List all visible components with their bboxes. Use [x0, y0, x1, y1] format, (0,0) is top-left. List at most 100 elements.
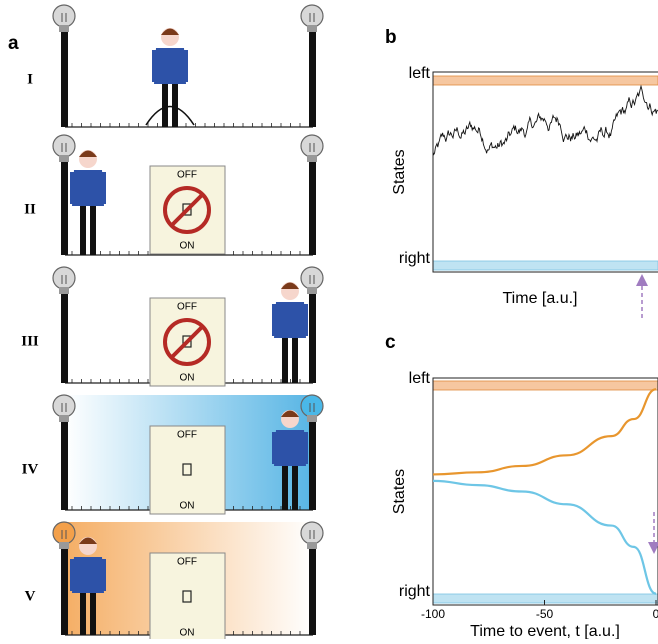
- pole: [61, 545, 68, 635]
- lamp-filament: [309, 13, 315, 22]
- lamp-base: [307, 25, 317, 32]
- lamp-base: [59, 287, 69, 294]
- arm: [272, 304, 278, 336]
- arm: [272, 432, 278, 464]
- row-label: IV: [22, 461, 39, 477]
- torso: [274, 302, 306, 338]
- lamp-filament: [61, 143, 67, 152]
- leg: [90, 203, 96, 255]
- leg: [282, 463, 288, 510]
- lamp-base: [59, 155, 69, 162]
- torso: [72, 557, 104, 593]
- y-tick-label: left: [409, 65, 431, 82]
- lamp-filament: [309, 275, 315, 284]
- lamp-bulb: [300, 134, 324, 158]
- x-axis-title: Time to event, t [a.u.]: [470, 623, 620, 639]
- switch-label: ON: [180, 373, 195, 384]
- left-band: [432, 75, 658, 86]
- leg: [292, 463, 298, 510]
- torso: [274, 430, 306, 466]
- arm: [70, 172, 76, 204]
- forbidden-bar: [170, 325, 204, 359]
- pole: [309, 28, 316, 127]
- arm: [302, 432, 308, 464]
- arm: [182, 50, 188, 82]
- right-band: [432, 260, 658, 271]
- lamp-base: [307, 415, 317, 422]
- switch-label: OFF: [177, 302, 197, 313]
- move-arrows: [145, 105, 195, 126]
- row-label: V: [25, 588, 36, 604]
- lamp-base: [59, 542, 69, 549]
- pole: [309, 418, 316, 510]
- panel-label: c: [385, 332, 396, 353]
- sample-trace: [432, 84, 658, 156]
- series-line: [432, 479, 657, 595]
- lamp-bulb: [300, 521, 324, 545]
- pole: [61, 158, 68, 255]
- lamp-base: [59, 25, 69, 32]
- x-tick-label: -100: [421, 607, 445, 621]
- switch-toggle: [182, 463, 192, 476]
- hair: [161, 28, 179, 35]
- lamp-bulb: [300, 4, 324, 28]
- y-axis-title: States: [391, 149, 408, 194]
- lamp-base: [307, 542, 317, 549]
- leg: [90, 590, 96, 635]
- lamp-filament: [309, 530, 315, 539]
- x-tick-label: 0: [653, 607, 658, 621]
- torso: [72, 170, 104, 206]
- y-tick-label: left: [409, 370, 431, 387]
- left-band: [432, 380, 658, 391]
- pole: [309, 545, 316, 635]
- lamp-bulb: [52, 394, 76, 418]
- pole: [61, 418, 68, 510]
- lamp-base: [59, 415, 69, 422]
- lamp-filament: [61, 13, 67, 22]
- x-tick-label: -50: [536, 607, 554, 621]
- forbidden-sign: [163, 186, 211, 234]
- series-line: [432, 388, 657, 476]
- row-label: III: [21, 333, 39, 349]
- switch-toggle: [182, 335, 192, 348]
- pole: [61, 28, 68, 127]
- lamp-filament: [61, 530, 67, 539]
- y-axis-title: States: [391, 469, 408, 514]
- leg: [172, 81, 178, 127]
- lamp-bulb: [300, 266, 324, 290]
- switch-label: OFF: [177, 430, 197, 441]
- row-label: I: [27, 71, 33, 87]
- lamp-filament: [61, 403, 67, 412]
- arm: [70, 559, 76, 591]
- plot-frame: [432, 377, 658, 606]
- lamp-bulb: [52, 266, 76, 290]
- panel-label: a: [8, 33, 19, 54]
- right-band: [432, 593, 658, 604]
- leg: [282, 335, 288, 383]
- x-axis-title: Time [a.u.]: [503, 290, 578, 307]
- lamp-filament: [61, 275, 67, 284]
- switch-label: OFF: [177, 557, 197, 568]
- arm: [302, 304, 308, 336]
- panel-label: b: [385, 27, 397, 48]
- lamp-bulb: [52, 521, 76, 545]
- switch-label: ON: [180, 241, 195, 252]
- y-tick-label: right: [399, 250, 431, 267]
- arm: [100, 172, 106, 204]
- forbidden-sign: [163, 318, 211, 366]
- lamp-filament: [309, 143, 315, 152]
- lamp-bulb: [52, 134, 76, 158]
- hair: [79, 150, 97, 157]
- leg: [80, 203, 86, 255]
- lamp-bulb: [52, 4, 76, 28]
- leg: [292, 335, 298, 383]
- pole: [309, 290, 316, 383]
- lamp-filament: [309, 403, 315, 412]
- hair: [281, 410, 299, 417]
- hair: [281, 282, 299, 289]
- leg: [80, 590, 86, 635]
- lamp-base: [307, 287, 317, 294]
- arm: [100, 559, 106, 591]
- pole: [309, 158, 316, 255]
